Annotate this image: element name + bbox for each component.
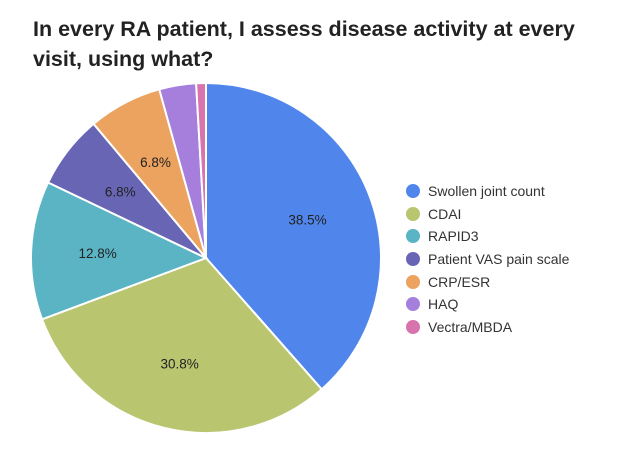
data-label: 30.8% xyxy=(161,356,199,371)
legend-label: Patient VAS pain scale xyxy=(428,251,570,268)
data-label: 6.8% xyxy=(105,184,136,199)
legend-swatch xyxy=(406,297,420,312)
legend: Swollen joint count CDAI RAPID3 Patient VAS… xyxy=(406,180,569,338)
chart-title: In every RA patient, I assess disease ac… xyxy=(33,17,575,71)
legend-label: Vectra/MBDA xyxy=(428,318,513,335)
legend-label: Swollen joint count xyxy=(428,183,545,200)
legend-item: CDAI xyxy=(406,203,569,226)
data-label: 6.8% xyxy=(140,155,171,170)
data-label: 12.8% xyxy=(78,246,116,261)
legend-swatch xyxy=(406,274,420,289)
legend-label: RAPID3 xyxy=(428,228,479,245)
legend-label: CDAI xyxy=(428,205,462,222)
legend-item: HAQ xyxy=(406,293,569,316)
pie-slice-swollen-joint-count xyxy=(205,81,382,391)
data-label: 38.5% xyxy=(288,213,326,228)
legend-item: Swollen joint count xyxy=(406,180,569,203)
legend-swatch xyxy=(406,319,420,334)
legend-label: CRP/ESR xyxy=(428,273,491,290)
pie-slice-vectra-mbda xyxy=(195,81,207,259)
legend-label: HAQ xyxy=(428,296,459,313)
legend-item: RAPID3 xyxy=(406,225,569,248)
legend-item: Patient VAS pain scale xyxy=(406,248,569,271)
pie-slice-rapid3 xyxy=(30,181,209,321)
legend-item: Vectra/MBDA xyxy=(406,316,569,339)
legend-swatch xyxy=(406,206,420,221)
legend-swatch xyxy=(406,252,420,267)
legend-item: CRP/ESR xyxy=(406,270,569,293)
legend-swatch xyxy=(406,184,420,199)
legend-swatch xyxy=(406,229,420,244)
pie-slice-cdai xyxy=(40,256,324,434)
